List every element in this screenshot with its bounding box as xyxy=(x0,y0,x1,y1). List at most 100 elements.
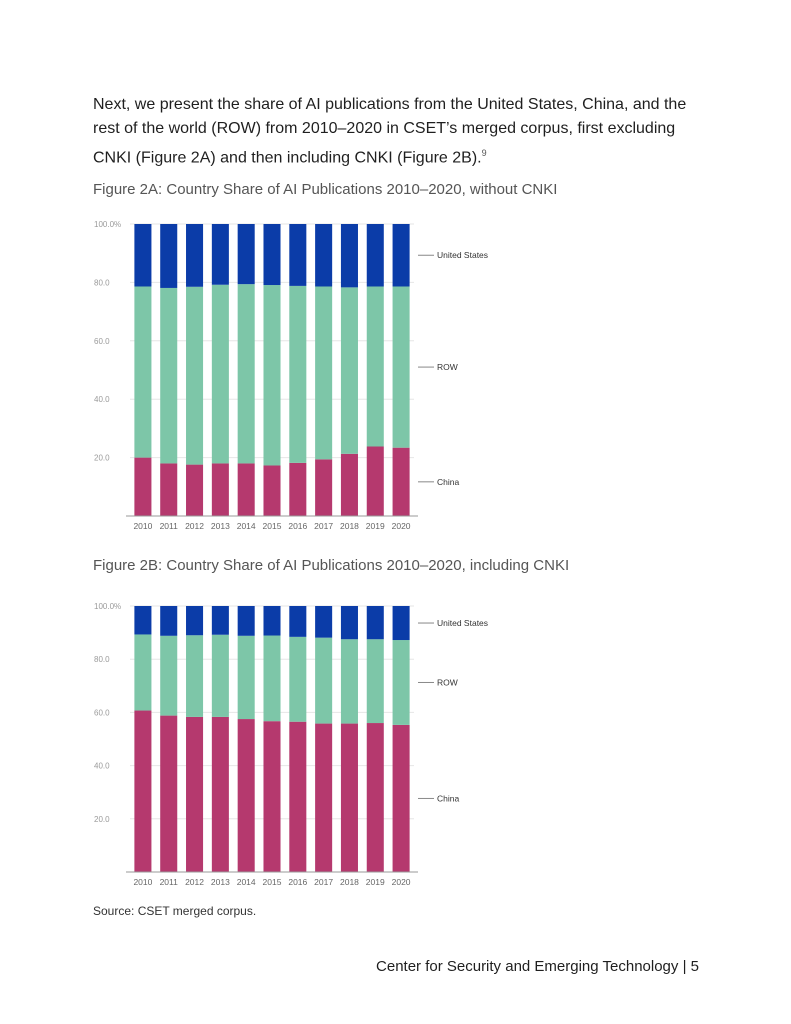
fig2b-bar-row-2018 xyxy=(340,639,358,724)
fig2b-bar-china-2010 xyxy=(134,710,152,872)
fig2a-bar-china-2010 xyxy=(134,457,152,516)
fig2b-y-tick-label: 40.0 xyxy=(94,762,110,771)
fig2a-bar-china-2013 xyxy=(211,463,229,516)
fig2b-bar-row-2012 xyxy=(186,635,204,717)
fig2b-x-tick-label: 2017 xyxy=(314,877,333,887)
fig2a-bar-row-2016 xyxy=(289,285,307,463)
fig2b-x-tick-label: 2013 xyxy=(211,877,230,887)
fig2a-legend-china: China xyxy=(437,477,459,487)
fig2a-x-tick-label: 2010 xyxy=(133,521,152,531)
fig2b-bar-united-states-2013 xyxy=(211,606,229,635)
figure-2a-title: Figure 2A: Country Share of AI Publicati… xyxy=(93,181,558,198)
page-footer: Center for Security and Emerging Technol… xyxy=(376,958,699,975)
fig2b-legend-united-states: United States xyxy=(437,618,488,628)
fig2a-x-tick-label: 2016 xyxy=(288,521,307,531)
fig2b-bar-row-2020 xyxy=(392,640,410,725)
fig2b-bar-china-2016 xyxy=(289,721,307,872)
fig2a-bar-china-2012 xyxy=(186,464,204,516)
fig2a-bar-row-2018 xyxy=(340,287,358,454)
fig2a-bar-row-2013 xyxy=(211,284,229,464)
fig2a-bar-united-states-2015 xyxy=(263,224,281,286)
fig2b-y-tick-label: 80.0 xyxy=(94,655,110,664)
fig2a-bar-row-2017 xyxy=(315,286,333,460)
fig2b-bar-china-2013 xyxy=(211,716,229,872)
fig2a-x-tick-label: 2017 xyxy=(314,521,333,531)
fig2a-bar-china-2011 xyxy=(160,463,178,516)
fig2a-bar-united-states-2020 xyxy=(392,224,410,287)
fig2a-bar-china-2019 xyxy=(366,446,384,516)
fig2a-bar-row-2019 xyxy=(366,286,384,447)
fig2a-bar-united-states-2017 xyxy=(315,224,333,287)
fig2b-bar-row-2016 xyxy=(289,636,307,722)
fig2a-bar-china-2015 xyxy=(263,465,281,516)
fig2a-bar-china-2016 xyxy=(289,462,307,516)
fig2a-bar-china-2018 xyxy=(340,453,358,516)
fig2b-x-tick-label: 2016 xyxy=(288,877,307,887)
fig2b-y-tick-label: 60.0 xyxy=(94,708,110,717)
fig2b-bar-united-states-2015 xyxy=(263,606,281,636)
fig2a-x-tick-label: 2012 xyxy=(185,521,204,531)
fig2b-bar-united-states-2017 xyxy=(315,606,333,638)
footer-separator: | xyxy=(682,958,687,975)
fig2a-bar-row-2014 xyxy=(237,284,255,464)
fig2b-bar-united-states-2019 xyxy=(366,606,384,640)
fig2b-x-tick-label: 2012 xyxy=(185,877,204,887)
fig2b-y-tick-label: 100.0% xyxy=(94,602,121,611)
source-note: Source: CSET merged corpus. xyxy=(93,904,257,918)
fig2b-bar-row-2011 xyxy=(160,635,178,716)
figure-2a-chart: 100.0% 80.0 60.0 40.0 20.0 2010 2011 2012 2013 20… xyxy=(90,214,510,536)
fig2b-bar-china-2020 xyxy=(392,724,410,872)
fig2b-bar-row-2013 xyxy=(211,634,229,717)
fig2a-bar-china-2020 xyxy=(392,447,410,516)
fig2b-bar-united-states-2011 xyxy=(160,606,178,636)
figure-2a-svg: 100.0% 80.0 60.0 40.0 20.0 2010 2011 2012 2013 20… xyxy=(94,220,488,531)
figure-2b-title: Figure 2B: Country Share of AI Publicati… xyxy=(93,557,570,574)
fig2a-y-tick-label: 80.0 xyxy=(94,278,110,287)
fig2a-bar-united-states-2013 xyxy=(211,224,229,285)
fig2a-x-tick-label: 2020 xyxy=(392,521,411,531)
fig2b-x-tick-label: 2019 xyxy=(366,877,385,887)
fig2b-bar-united-states-2020 xyxy=(392,606,410,641)
intro-text: Next, we present the share of AI publica… xyxy=(93,96,687,167)
fig2a-y-tick-label: 40.0 xyxy=(94,395,110,404)
fig2b-legend-china: China xyxy=(437,793,459,803)
fig2a-y-tick-label: 60.0 xyxy=(94,337,110,346)
fig2a-x-tick-label: 2013 xyxy=(211,521,230,531)
fig2a-bar-united-states-2014 xyxy=(237,224,255,285)
fig2a-legend-row: ROW xyxy=(437,362,458,372)
fig2a-bar-row-2011 xyxy=(160,287,178,464)
fig2a-bar-united-states-2010 xyxy=(134,224,152,287)
page-number: 5 xyxy=(690,958,699,975)
fig2b-bar-united-states-2014 xyxy=(237,606,255,636)
fig2b-legend-row: ROW xyxy=(437,677,458,687)
fig2b-bar-row-2010 xyxy=(134,634,152,711)
figure-2b-svg: 100.0% 80.0 60.0 40.0 20.0 2010 2011 2012 2013 20… xyxy=(94,602,488,887)
fig2b-bar-china-2011 xyxy=(160,715,178,872)
fig2b-bar-china-2017 xyxy=(315,723,333,872)
footnote-marker: 9 xyxy=(481,148,487,158)
fig2a-y-tick-label: 20.0 xyxy=(94,454,110,463)
fig2b-x-tick-label: 2015 xyxy=(263,877,282,887)
fig2a-bar-row-2020 xyxy=(392,286,410,448)
fig2a-x-tick-label: 2019 xyxy=(366,521,385,531)
fig2b-y-tick-label: 20.0 xyxy=(94,815,110,824)
fig2a-y-tick-label: 100.0% xyxy=(94,220,121,229)
fig2b-x-tick-label: 2011 xyxy=(160,877,179,887)
fig2a-bar-row-2012 xyxy=(186,286,204,465)
fig2b-bar-china-2012 xyxy=(186,716,204,872)
fig2b-bar-row-2015 xyxy=(263,635,281,722)
fig2a-x-tick-label: 2015 xyxy=(263,521,282,531)
figure-2b-chart: 100.0% 80.0 60.0 40.0 20.0 2010 2011 2012 2013 20… xyxy=(90,596,510,896)
fig2b-bar-row-2019 xyxy=(366,639,384,724)
fig2a-x-tick-label: 2014 xyxy=(237,521,256,531)
fig2a-bar-united-states-2011 xyxy=(160,224,178,288)
fig2b-bar-china-2018 xyxy=(340,723,358,872)
fig2b-x-tick-label: 2018 xyxy=(340,877,359,887)
footer-org: Center for Security and Emerging Technol… xyxy=(376,958,679,975)
fig2a-bar-china-2014 xyxy=(237,463,255,516)
fig2b-bar-united-states-2010 xyxy=(134,606,152,635)
fig2a-bar-row-2015 xyxy=(263,285,281,466)
fig2a-bar-row-2010 xyxy=(134,286,152,458)
fig2b-bar-united-states-2018 xyxy=(340,606,358,640)
intro-paragraph: Next, we present the share of AI publica… xyxy=(93,93,703,170)
